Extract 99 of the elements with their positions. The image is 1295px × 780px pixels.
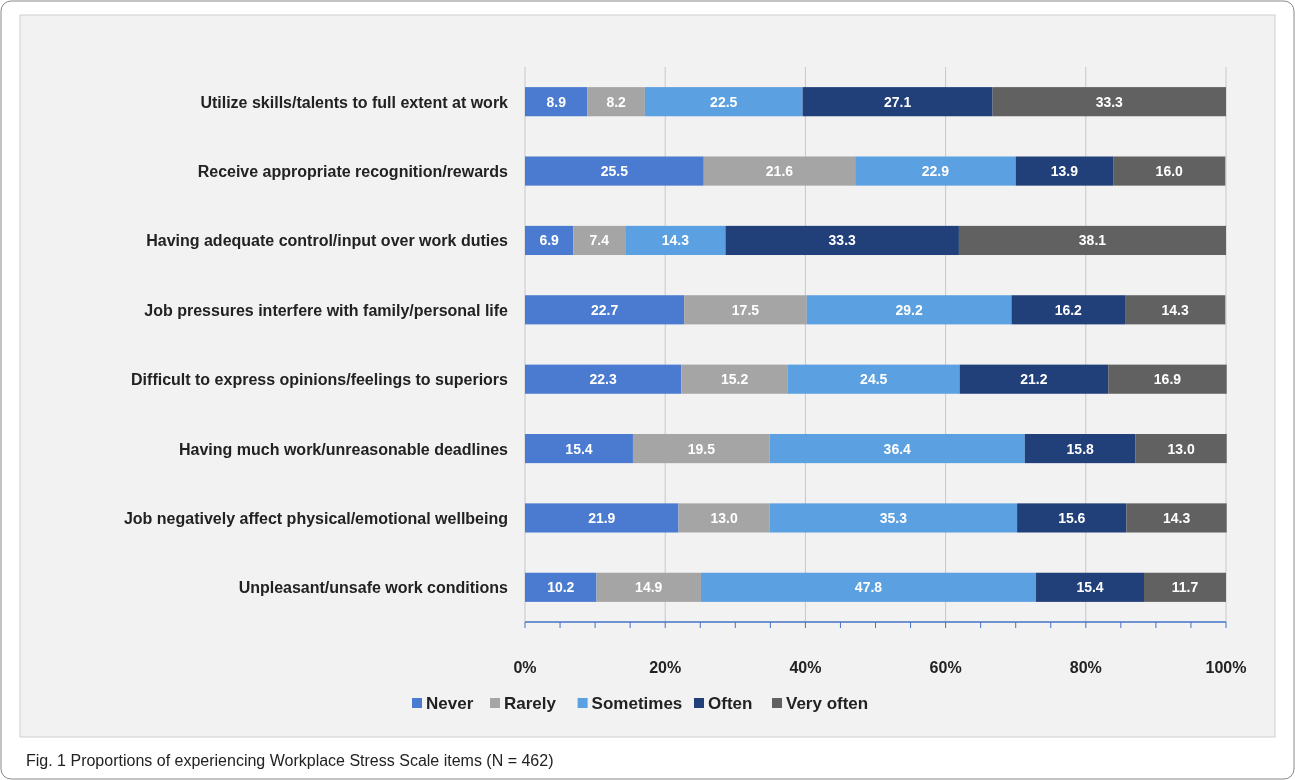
data-label: 14.3 [1162,509,1191,526]
legend-label: Sometimes [591,694,683,713]
bar [1017,503,1127,533]
bar [806,295,1012,325]
x-tick-label: 0% [513,659,537,676]
bar [525,433,633,464]
y-tick-label: Having much work/unreasonable deadlines [179,440,509,458]
bar [684,295,807,325]
data-label: 38.1 [1078,232,1107,249]
x-tick-label: 80% [1069,659,1102,676]
data-label: 8.9 [546,93,567,110]
data-label: 15.4 [565,440,593,457]
data-label: 13.9 [1050,163,1079,180]
data-label: 21.6 [765,163,794,180]
data-label: 21.2 [1020,371,1048,388]
bar [1108,364,1227,394]
data-label: 10.2 [547,579,575,596]
bar [587,87,645,117]
bar [700,572,1037,602]
bar [644,87,803,117]
bar [1113,156,1226,186]
bar [1125,295,1226,325]
legend-label: Often [708,694,753,713]
y-tick-label: Receive appropriate recognition/rewards [197,163,509,181]
data-label: 11.7 [1171,579,1199,596]
data-label: 29.2 [895,301,923,318]
data-label: 24.5 [860,371,888,388]
data-label: 16.0 [1155,163,1184,180]
y-tick-label: Utilize skills/talents to full extent at work [200,93,509,111]
bar [1143,572,1226,602]
bar [992,87,1226,117]
bar [525,87,588,117]
bar [958,225,1226,256]
data-label: 15.8 [1066,440,1095,457]
y-tick-label: Unpleasant/unsafe work conditions [238,579,509,597]
bar [769,433,1025,464]
bar [855,156,1016,186]
bar [769,503,1018,533]
data-label: 17.5 [731,301,760,318]
bar [1015,156,1114,186]
data-label: 25.5 [600,163,629,180]
legend-label: Very often [786,694,869,713]
bar [1036,572,1144,602]
x-tick-label: 60% [929,659,962,676]
data-label: 7.4 [589,232,610,249]
data-label: 14.9 [635,579,663,596]
bar [725,225,959,256]
data-label: 15.6 [1058,509,1086,526]
bar [703,156,856,186]
data-label: 33.3 [828,232,857,249]
bar [787,364,960,394]
y-tick-label: Job negatively affect physical/emotional wellbeing [123,509,508,527]
data-label: 27.1 [883,93,912,110]
bar [525,503,679,533]
data-label: 19.5 [687,440,716,457]
data-label: 35.3 [879,509,908,526]
bar [1024,433,1136,464]
bar [1011,295,1126,325]
y-tick-label: Having adequate control/input over work duties [146,232,509,250]
x-tick-label: 100% [1205,659,1247,676]
x-tick-label: 20% [649,659,682,676]
data-label: 22.5 [710,93,738,110]
data-label: 6.9 [539,232,560,249]
bar [525,364,682,394]
bar [525,156,704,186]
bar [1135,433,1227,464]
bar [681,364,788,394]
data-label: 13.0 [1167,440,1195,457]
bar [625,225,726,256]
data-label: 22.7 [590,301,619,318]
data-label: 13.0 [710,509,738,526]
bar [596,572,701,602]
bar [525,295,685,325]
data-label: 15.4 [1076,579,1104,596]
bar [632,433,770,464]
data-label: 8.2 [606,93,627,110]
data-label: 16.9 [1153,371,1182,388]
legend-label: Rarely [504,694,557,713]
bar [525,572,597,602]
data-label: 47.8 [854,579,883,596]
bar [959,364,1109,394]
legend-label: Never [426,694,474,713]
bar [573,225,626,256]
bar [678,503,770,533]
y-tick-label: Difficult to express opinions/feelings to superiors [131,371,509,389]
data-label: 33.3 [1095,93,1124,110]
data-label: 22.9 [921,163,950,180]
data-label: 16.2 [1054,301,1083,318]
caption: Fig. 1 Proportions of experiencing Workplace Stress Scale items (N = 462) [26,752,554,769]
x-tick-label: 40% [789,659,822,676]
data-label: 15.2 [720,371,749,388]
data-label: 36.4 [883,440,912,457]
bar [1126,503,1227,533]
bar [802,87,993,117]
y-tick-label: Job pressures interfere with family/personal life [144,301,509,319]
data-label: 21.9 [588,509,616,526]
data-label: 22.3 [589,371,617,388]
data-label: 14.3 [661,232,690,249]
data-label: 14.3 [1161,301,1190,318]
